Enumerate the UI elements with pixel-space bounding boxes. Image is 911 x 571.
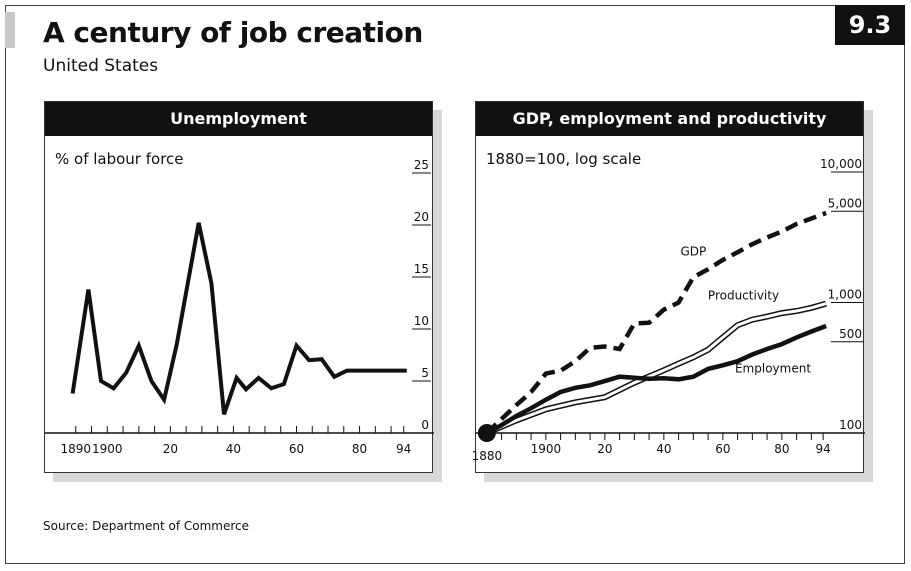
x-tick-label: 60 (289, 442, 304, 456)
unemployment-line (70, 222, 407, 415)
productivity-line (486, 302, 827, 435)
x-tick-label: 80 (774, 442, 789, 456)
employment-series-label: Employment (735, 362, 811, 376)
y-tick-label: 0 (421, 418, 429, 432)
x-tick-label: 80 (352, 442, 367, 456)
x-tick-label: 94 (816, 442, 831, 456)
figure-title: A century of job creation (43, 16, 423, 49)
panel-unemployment: Unemployment % of labour force 0 5 10 15 20 2… (44, 101, 434, 473)
y-tick-label: 1,000 (828, 288, 862, 302)
gdp-line (485, 210, 827, 435)
x-tick-label: 20 (163, 442, 178, 456)
y-tick-label: 500 (839, 327, 862, 341)
panel-unit-gdp: 1880=100, log scale (486, 150, 642, 168)
x-tick-label: 94 (396, 442, 411, 456)
decorative-tab (5, 12, 15, 48)
unemployment-chart: 0 5 10 15 20 25 1890 1900 20 40 60 80 94 (45, 158, 434, 456)
y-tick-label: 25 (414, 158, 429, 172)
y-tick-label: 10,000 (820, 157, 862, 171)
y-tick-label: 5,000 (828, 196, 862, 210)
gdp-series-label: GDP (680, 244, 706, 258)
x-tick-label: 20 (597, 442, 612, 456)
base-point-marker (477, 424, 496, 442)
x-tick-label: 40 (226, 442, 241, 456)
y-tick-label: 15 (414, 262, 429, 276)
figure-number-badge: 9.3 (835, 5, 905, 45)
gdp-employment-productivity-chart: 100 500 1,000 5,000 10,000 1880 1900 20 40 60 80 94… (472, 157, 865, 463)
employment-line (485, 323, 827, 435)
y-tick-label: 5 (421, 366, 429, 380)
productivity-series-label: Productivity (708, 289, 779, 303)
panel-unit-unemployment: % of labour force (55, 150, 184, 168)
x-tick-label: 1890 (60, 442, 91, 456)
y-tick-label: 10 (414, 314, 429, 328)
panel-title-gdp: GDP, employment and productivity (476, 102, 863, 136)
panel-title-unemployment: Unemployment (45, 102, 432, 136)
panel-gdp: GDP, employment and productivity 1880=10… (472, 101, 865, 473)
source-note: Source: Department of Commerce (43, 519, 250, 533)
figure-subtitle: United States (43, 56, 159, 76)
y-tick-label: 20 (414, 210, 429, 224)
x-tick-label: 1880 (472, 449, 503, 463)
x-tick-label: 1900 (531, 442, 562, 456)
x-tick-label: 40 (656, 442, 671, 456)
y-tick-label: 100 (839, 418, 862, 432)
x-tick-label: 1900 (92, 442, 123, 456)
x-tick-label: 60 (715, 442, 730, 456)
